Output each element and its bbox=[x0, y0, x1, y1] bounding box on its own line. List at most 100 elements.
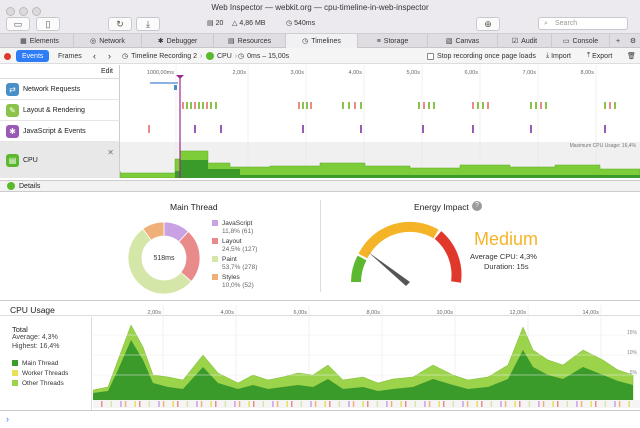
reload-button[interactable]: ↻ bbox=[108, 17, 132, 31]
layout-mark bbox=[198, 102, 200, 109]
crosshair-icon: ⊕ bbox=[484, 18, 492, 29]
cpu-main-thread-area bbox=[175, 160, 640, 178]
load-time: ◷ 540ms bbox=[286, 19, 316, 28]
event-marker bbox=[234, 401, 236, 407]
legend-styles: Styles 10,0% (52) bbox=[212, 274, 254, 290]
gauge-high bbox=[434, 231, 462, 283]
download-button[interactable]: ⤓ bbox=[136, 17, 160, 31]
event-marker bbox=[386, 401, 388, 407]
lane-layout[interactable]: ✎ Layout & Rendering bbox=[0, 100, 120, 121]
close-window-button[interactable] bbox=[6, 7, 15, 16]
cpu-ruler-label: 10,00s bbox=[436, 310, 453, 316]
stop-recording-checkbox[interactable]: Stop recording once page loads bbox=[427, 48, 536, 64]
chevron-right-icon: › bbox=[200, 52, 203, 60]
overview-graph[interactable]: 1000,00ms 2,00s 3,00s 4,00s 5,00s 6,00s 7,00s 8… bbox=[120, 65, 640, 178]
breadcrumb-recording[interactable]: ◷ Timeline Recording 2 › bbox=[122, 52, 203, 61]
playhead-handle[interactable] bbox=[176, 75, 184, 79]
resources-icon: ▤ bbox=[227, 38, 235, 45]
energy-level: Medium bbox=[474, 229, 539, 249]
breadcrumb-range[interactable]: ◷ 0ms – 15,00s bbox=[238, 52, 290, 61]
chevron-right-icon: › bbox=[108, 51, 111, 61]
js-mark bbox=[422, 125, 424, 133]
donut-center-label: 518ms bbox=[153, 255, 175, 262]
javascript-marks bbox=[148, 125, 606, 133]
event-marker bbox=[528, 401, 531, 407]
clear-button[interactable]: 🗑 bbox=[627, 48, 636, 64]
event-marker bbox=[462, 401, 464, 407]
record-button[interactable] bbox=[4, 48, 11, 64]
lane-cpu[interactable]: ▤ CPU ✕ bbox=[0, 142, 120, 178]
swatch bbox=[212, 220, 218, 226]
checkbox[interactable] bbox=[427, 52, 434, 60]
event-marker bbox=[238, 401, 241, 407]
edit-lanes-button[interactable]: Edit bbox=[0, 65, 120, 79]
js-mark bbox=[360, 125, 362, 133]
js-mark bbox=[194, 125, 196, 133]
recording-icon: ◷ bbox=[122, 53, 129, 60]
max-cpu-label: Maximum CPU Usage: 16,4% bbox=[570, 143, 637, 149]
event-marker bbox=[139, 401, 141, 407]
event-marker bbox=[110, 401, 113, 407]
lane-javascript[interactable]: ✱ JavaScript & Events bbox=[0, 121, 120, 142]
tab-storage[interactable]: ≡ Storage bbox=[358, 34, 428, 48]
close-icon[interactable]: ✕ bbox=[107, 148, 114, 157]
frames-toggle[interactable]: Frames bbox=[58, 52, 82, 60]
lane-network[interactable]: ⇄ Network Requests bbox=[0, 79, 120, 100]
element-picker-button[interactable]: ⊕ bbox=[476, 17, 500, 31]
minimize-window-button[interactable] bbox=[19, 7, 28, 16]
js-mark bbox=[530, 125, 532, 133]
ruler-label: 5,00s bbox=[407, 70, 421, 76]
audit-icon: ☑ bbox=[511, 38, 519, 45]
chevron-right-icon: › bbox=[234, 52, 238, 60]
event-marker bbox=[542, 401, 545, 407]
layout-marks bbox=[182, 102, 616, 109]
cpu-ruler-label: 6,00s bbox=[294, 310, 308, 316]
event-marker bbox=[443, 401, 445, 407]
new-tab-button[interactable]: + bbox=[611, 34, 625, 48]
network-bar bbox=[174, 85, 177, 90]
dock-button[interactable]: ▭ bbox=[6, 17, 30, 31]
zoom-window-button[interactable] bbox=[32, 7, 41, 16]
layout-mark bbox=[477, 102, 479, 109]
timeline-overview: Edit ⇄ Network Requests ✎ Layout & Renderi… bbox=[0, 65, 640, 178]
sidebar-toggle-button[interactable]: ▯ bbox=[36, 17, 60, 31]
import-button[interactable]: ⤓ Import bbox=[546, 52, 571, 60]
energy-average: Average CPU: 4,3% bbox=[470, 252, 537, 261]
help-icon[interactable]: ? bbox=[472, 201, 482, 211]
details-bar[interactable]: Details bbox=[0, 180, 640, 192]
event-marker bbox=[177, 401, 179, 407]
js-mark bbox=[302, 125, 304, 133]
forward-button[interactable]: › bbox=[108, 48, 111, 64]
search-input[interactable]: ⌕ Search bbox=[538, 17, 628, 30]
cpu-usage-graph[interactable]: 2,00s 4,00s 6,00s 8,00s 10,00s 12,00s 14,00s 1… bbox=[93, 305, 640, 410]
energy-duration: Duration: 15s bbox=[484, 262, 529, 271]
event-marker bbox=[352, 401, 355, 407]
event-marker bbox=[438, 401, 440, 407]
tab-debugger[interactable]: ✱ Debugger bbox=[142, 34, 214, 48]
event-marker bbox=[481, 401, 483, 407]
breadcrumb-cpu[interactable]: CPU › bbox=[206, 48, 237, 64]
tab-timelines[interactable]: ◷ Timelines bbox=[286, 34, 358, 48]
cpu-ruler-label: 4,00s bbox=[221, 310, 235, 316]
tab-elements[interactable]: ▦ Elements bbox=[6, 34, 74, 48]
event-marker bbox=[314, 401, 317, 407]
layout-mark bbox=[609, 102, 611, 109]
gauge-medium bbox=[358, 221, 439, 259]
tab-console[interactable]: ▭ Console bbox=[552, 34, 610, 48]
tab-network[interactable]: ◎ Network bbox=[74, 34, 142, 48]
marker-strip-bg bbox=[93, 400, 640, 408]
ruler-label: 7,00s bbox=[523, 70, 537, 76]
debugger-icon: ✱ bbox=[157, 38, 164, 45]
console-prompt[interactable]: › bbox=[0, 410, 640, 428]
export-button[interactable]: ⤒ Export bbox=[587, 52, 613, 60]
settings-button[interactable]: ⚙ bbox=[626, 34, 640, 48]
event-marker bbox=[405, 401, 407, 407]
back-button[interactable]: ‹ bbox=[93, 48, 96, 64]
events-toggle[interactable]: Events bbox=[16, 50, 50, 62]
tab-canvas[interactable]: ▧ Canvas bbox=[428, 34, 498, 48]
tab-resources[interactable]: ▤ Resources bbox=[214, 34, 286, 48]
tab-audit[interactable]: ☑ Audit bbox=[498, 34, 552, 48]
layout-mark bbox=[540, 102, 542, 109]
event-marker bbox=[452, 401, 455, 407]
legend-main-thread: Main Thread bbox=[12, 360, 58, 368]
